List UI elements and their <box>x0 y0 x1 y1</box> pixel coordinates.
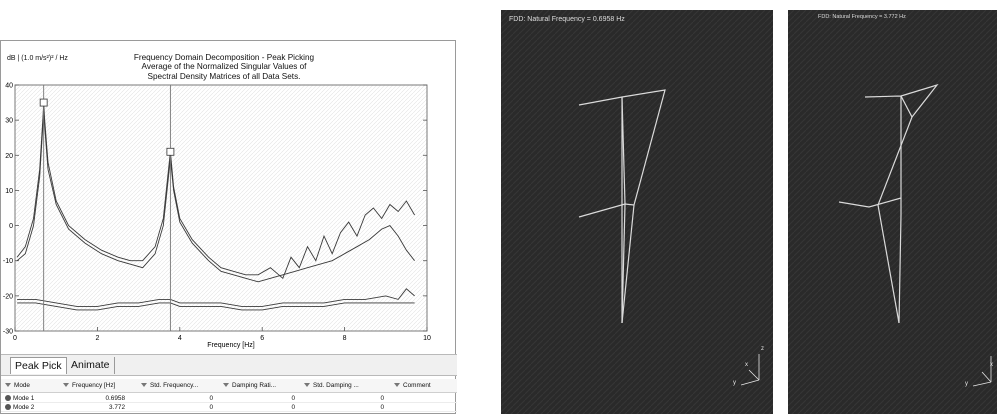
fdd-panel: dB | (1.0 m/s²)² / Hz Frequency Domain D… <box>0 40 457 414</box>
view-1-title: FDD: Natural Frequency = 0.6958 Hz <box>509 16 625 23</box>
column-header-frequency[interactable]: Frequency [Hz] <box>63 382 115 389</box>
plot-title: Frequency Domain Decomposition - Peak Pi… <box>119 53 329 81</box>
axis-y-label: y <box>733 380 736 386</box>
singular-value-line-1 <box>16 102 415 280</box>
x-axis-label: Frequency [Hz] <box>207 342 255 349</box>
plot-area[interactable] <box>14 84 428 332</box>
tab-peak-pick[interactable]: Peak Pick <box>10 357 67 374</box>
plot-title-line-1: Frequency Domain Decomposition - Peak Pi… <box>133 53 315 62</box>
peak-marker-1[interactable] <box>39 98 48 107</box>
mode-shape-view-1[interactable]: FDD: Natural Frequency = 0.6958 Hz z x y <box>501 10 773 414</box>
mode-shape-wireframe <box>838 83 939 324</box>
y-tick-label: 30 <box>5 118 13 125</box>
plot-title-line-2: Average of the Normalized Singular Value… <box>141 62 307 72</box>
tab-bar: Peak Pick Animate <box>1 354 457 376</box>
axis-x-label: x <box>745 362 748 368</box>
mode-shape-view-2[interactable]: FDD: Natural Frequency = 3.772 Hz x y <box>788 10 997 414</box>
x-tick-label: 0 <box>13 335 17 342</box>
x-tick-label: 10 <box>423 335 431 342</box>
table-row[interactable]: Mode 2 3.772 0 0 0 <box>1 403 457 412</box>
column-header-std-frequency[interactable]: Std. Frequency... <box>141 382 198 389</box>
filter-icon[interactable] <box>63 383 69 387</box>
filter-icon[interactable] <box>141 383 147 387</box>
y-tick-label: -10 <box>3 258 13 265</box>
column-header-std-damping[interactable]: Std. Damping ... <box>304 382 359 389</box>
axis-z-label: z <box>761 346 764 352</box>
y-tick-label: 20 <box>5 153 13 160</box>
tab-animate[interactable]: Animate <box>67 357 115 374</box>
filter-icon[interactable] <box>394 383 400 387</box>
column-header-mode[interactable]: Mode <box>5 382 30 389</box>
x-tick-label: 8 <box>343 335 347 342</box>
axis-triad <box>740 354 760 386</box>
y-units-label: dB | (1.0 m/s²)² / Hz <box>7 55 68 62</box>
table-row[interactable]: Mode 1 0.6958 0 0 0 <box>1 394 457 403</box>
y-tick-label: 10 <box>5 188 13 195</box>
x-tick-label: 2 <box>95 335 99 342</box>
mode-icon <box>5 404 11 410</box>
column-header-comment[interactable]: Comment <box>394 382 431 389</box>
filter-icon[interactable] <box>5 383 11 387</box>
table-header: Mode Frequency [Hz] Std. Frequency... Da… <box>1 379 457 393</box>
filter-icon[interactable] <box>304 383 310 387</box>
fdd-chart[interactable]: -30 -20 -10 0 10 20 30 40 0 2 4 6 8 10 Frequency [Hz] <box>1 41 457 353</box>
singular-value-line-4 <box>17 302 415 311</box>
singular-value-line-3 <box>17 288 415 307</box>
axis-triad <box>972 356 992 387</box>
plot-title-line-3: Spectral Density Matrices of all Data Se… <box>147 71 301 81</box>
column-header-damping[interactable]: Damping Rati... <box>223 382 276 389</box>
x-tick-label: 4 <box>178 335 182 342</box>
view-2-title: FDD: Natural Frequency = 3.772 Hz <box>818 14 906 20</box>
mode-shape-wireframe <box>578 89 666 324</box>
y-tick-label: -20 <box>3 293 13 300</box>
mode-icon <box>5 395 11 401</box>
peak-marker-2[interactable] <box>166 147 175 156</box>
y-tick-label: -30 <box>3 329 13 336</box>
filter-icon[interactable] <box>223 383 229 387</box>
x-tick-label: 6 <box>260 335 264 342</box>
y-tick-label: 0 <box>9 223 13 230</box>
y-tick-label: 40 <box>5 83 13 90</box>
axis-x-label: x <box>990 362 993 368</box>
axis-y-label: y <box>965 381 968 387</box>
singular-value-line-2 <box>16 109 415 283</box>
